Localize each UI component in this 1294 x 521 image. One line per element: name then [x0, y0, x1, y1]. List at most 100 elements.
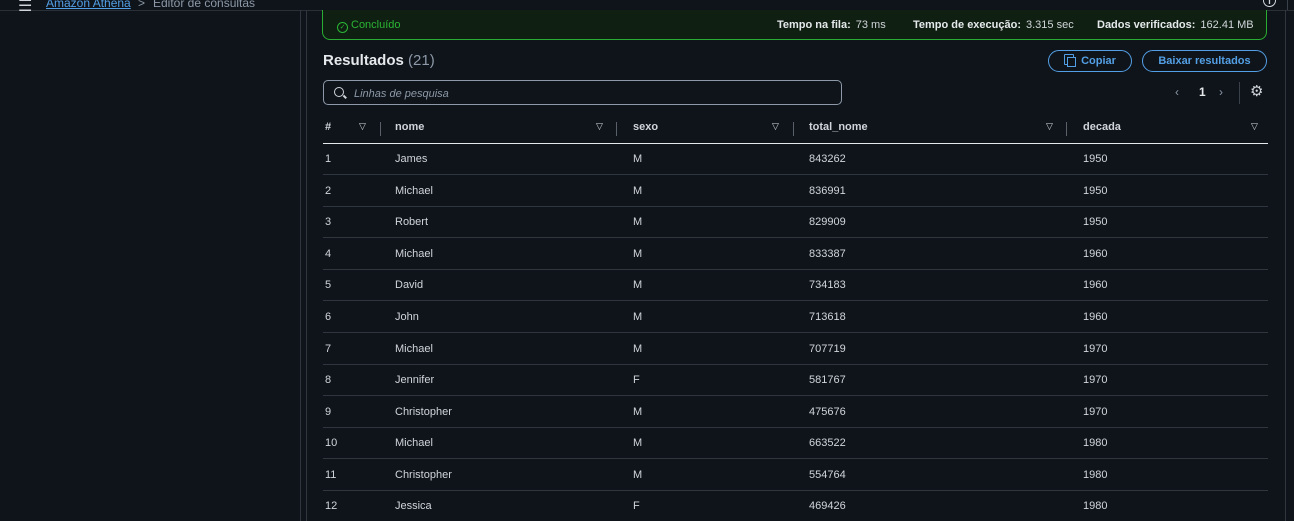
search-input[interactable] [352, 84, 836, 104]
cell-index: 10 [325, 437, 338, 449]
cell-total-nome: 734183 [809, 279, 846, 291]
cell-nome: Robert [395, 216, 429, 228]
sort-triangle-icon[interactable]: ▽ [359, 121, 366, 131]
cell-total-nome: 554764 [809, 469, 846, 481]
cell-nome: Michael [395, 248, 433, 260]
cell-sexo: M [633, 469, 643, 481]
cell-sexo: F [633, 500, 640, 512]
cell-nome: Jessica [395, 500, 432, 512]
cell-nome: Michael [395, 185, 433, 197]
table-row: 1 James M 843262 1950 [323, 143, 1268, 175]
column-resize-handle[interactable] [1066, 122, 1067, 136]
cell-total-nome: 469426 [809, 500, 846, 512]
cell-sexo: M [633, 406, 643, 418]
page-number[interactable]: 1 [1199, 85, 1206, 99]
cell-decada: 1960 [1083, 279, 1108, 291]
cell-sexo: M [633, 153, 643, 165]
cell-nome: Michael [395, 437, 433, 449]
copy-button[interactable]: Copiar [1048, 50, 1132, 72]
cell-sexo: M [633, 437, 643, 449]
copy-button-label: Copiar [1081, 55, 1116, 67]
divider [1287, 0, 1288, 10]
previous-page-icon[interactable]: ‹ [1175, 85, 1179, 99]
cell-total-nome: 713618 [809, 311, 846, 323]
column-header-decada[interactable]: decada [1083, 121, 1121, 133]
cell-decada: 1960 [1083, 311, 1108, 323]
divider [1285, 10, 1286, 521]
column-resize-handle[interactable] [616, 122, 617, 136]
column-header-total-nome[interactable]: total_nome [809, 121, 868, 133]
table-row: 10 Michael M 663522 1980 [323, 427, 1268, 459]
cell-decada: 1960 [1083, 248, 1108, 260]
status-completed: ✓ Concluído [337, 19, 401, 33]
cell-nome: James [395, 153, 428, 165]
info-icon[interactable]: i [1263, 0, 1276, 7]
execution-time: Tempo de execução: 3.315 sec [913, 19, 1074, 31]
copy-icon [1064, 54, 1077, 67]
cell-nome: Christopher [395, 406, 452, 418]
column-resize-handle[interactable] [380, 122, 381, 136]
sort-triangle-icon[interactable]: ▽ [1251, 121, 1258, 131]
cell-index: 4 [325, 248, 332, 260]
search-icon [334, 87, 344, 97]
divider [1239, 82, 1240, 104]
column-header-sexo[interactable]: sexo [633, 121, 659, 133]
column-header-index[interactable]: # [325, 121, 332, 133]
cell-sexo: M [633, 185, 643, 197]
cell-index: 5 [325, 279, 332, 291]
results-heading: Resultados (21) [323, 52, 435, 69]
data-scanned-value: 162.41 MB [1200, 19, 1254, 31]
sort-triangle-icon[interactable]: ▽ [1046, 121, 1053, 131]
table-row: 12 Jessica F 469426 1980 [323, 490, 1268, 521]
next-page-icon[interactable]: › [1219, 85, 1223, 99]
cell-nome: Jennifer [395, 374, 435, 386]
queue-time-label: Tempo na fila: [777, 19, 851, 31]
cell-index: 1 [325, 153, 332, 165]
gear-icon[interactable]: ⚙ [1250, 83, 1264, 100]
results-count: (21) [408, 52, 435, 69]
breadcrumb-athena-link[interactable]: Amazon Athena [46, 0, 131, 10]
cell-total-nome: 833387 [809, 248, 846, 260]
cell-nome: Christopher [395, 469, 452, 481]
queue-time: Tempo na fila: 73 ms [777, 19, 886, 31]
column-header-nome[interactable]: nome [395, 121, 425, 133]
cell-index: 9 [325, 406, 332, 418]
table-row: 7 Michael M 707719 1970 [323, 333, 1268, 365]
table-header: # ▽ nome ▽ sexo ▽ total_nome ▽ decada ▽ [323, 115, 1268, 144]
check-circle-icon: ✓ [337, 22, 348, 33]
cell-index: 7 [325, 343, 332, 355]
cell-sexo: M [633, 343, 643, 355]
status-label: Concluído [351, 19, 401, 31]
cell-nome: David [395, 279, 424, 291]
cell-total-nome: 581767 [809, 374, 846, 386]
query-status-bar: ✓ Concluído Tempo na fila: 73 ms Tempo de … [322, 10, 1267, 40]
cell-decada: 1950 [1083, 216, 1108, 228]
column-resize-handle[interactable] [793, 122, 794, 136]
download-results-button[interactable]: Baixar resultados [1142, 50, 1267, 72]
cell-decada: 1980 [1083, 500, 1108, 512]
data-scanned: Dados verificados: 162.41 MB [1097, 19, 1254, 31]
cell-sexo: M [633, 279, 643, 291]
hamburger-menu-icon[interactable]: ☰ [18, 0, 33, 15]
sort-triangle-icon[interactable]: ▽ [596, 121, 603, 131]
cell-total-nome: 663522 [809, 437, 846, 449]
cell-nome: John [395, 311, 419, 323]
sort-triangle-icon[interactable]: ▽ [772, 121, 779, 131]
breadcrumb-current: Editor de consultas [153, 0, 256, 10]
table-row: 5 David M 734183 1960 [323, 269, 1268, 301]
cell-decada: 1980 [1083, 437, 1108, 449]
cell-decada: 1970 [1083, 343, 1108, 355]
cell-index: 6 [325, 311, 332, 323]
side-panel [20, 10, 301, 521]
table-row: 6 John M 713618 1960 [323, 301, 1268, 333]
cell-total-nome: 836991 [809, 185, 846, 197]
breadcrumb-separator: > [138, 0, 146, 10]
search-rows-field[interactable] [323, 80, 842, 105]
cell-sexo: M [633, 311, 643, 323]
cell-decada: 1950 [1083, 153, 1108, 165]
table-row: 3 Robert M 829909 1950 [323, 206, 1268, 238]
cell-decada: 1950 [1083, 185, 1108, 197]
cell-total-nome: 843262 [809, 153, 846, 165]
cell-total-nome: 475676 [809, 406, 846, 418]
data-scanned-label: Dados verificados: [1097, 19, 1196, 31]
